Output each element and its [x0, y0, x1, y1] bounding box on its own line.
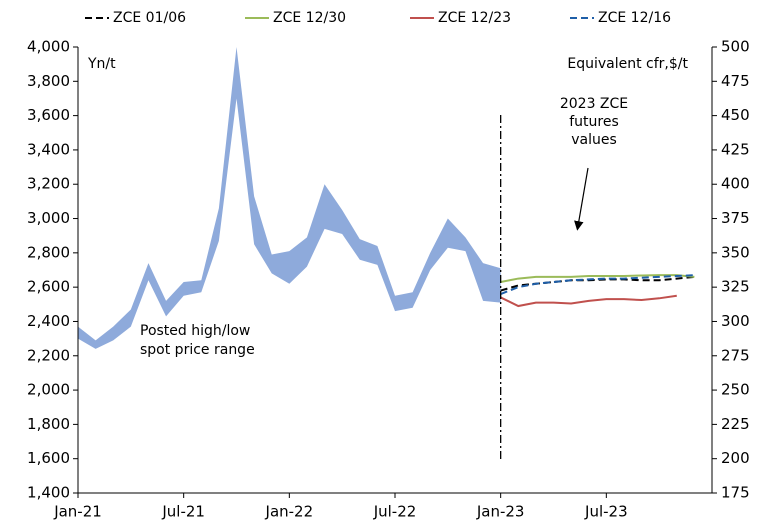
price-range-band	[78, 47, 501, 349]
y2-tick-label: 175	[721, 484, 750, 502]
y-tick-label: 2,000	[27, 381, 70, 399]
futures-line	[500, 274, 695, 295]
y2-tick-label: 350	[721, 243, 750, 261]
legend-label: ZCE 12/23	[438, 10, 511, 26]
legend-label: ZCE 12/16	[598, 10, 671, 26]
legend-item: ZCE 12/23	[410, 10, 511, 26]
y-tick-label: 4,000	[27, 38, 70, 56]
y-tick-label: 3,800	[27, 72, 70, 90]
x-tick-label: Jan-23	[476, 503, 525, 521]
futures-line	[500, 275, 695, 292]
y-tick-label: 3,400	[27, 140, 70, 158]
y-tick-label: 1,400	[27, 484, 70, 502]
y-tick-label: 2,200	[27, 346, 70, 364]
annotation: spot price range	[140, 342, 255, 358]
x-tick-label: Jan-22	[265, 503, 314, 521]
x-tick-label: Jul-22	[373, 503, 417, 521]
y-axis-title: Yn/t	[87, 56, 116, 72]
y-tick-label: 1,800	[27, 415, 70, 433]
annotation: values	[571, 132, 617, 148]
y2-tick-label: 300	[721, 312, 750, 330]
y2-tick-label: 500	[721, 38, 750, 56]
annotation: Posted high/low	[140, 323, 250, 339]
y-tick-label: 2,400	[27, 312, 70, 330]
futures-line	[500, 274, 695, 283]
y-tick-label: 2,600	[27, 278, 70, 296]
x-tick-label: Jan-21	[53, 503, 102, 521]
x-tick-label: Jul-21	[161, 503, 205, 521]
y2-axis-title: Equivalent cfr,$/t	[567, 56, 688, 72]
annotation-arrow	[574, 167, 589, 231]
y2-tick-label: 450	[721, 106, 750, 124]
y2-tick-label: 250	[721, 381, 750, 399]
y-tick-label: 3,200	[27, 175, 70, 193]
legend-item: ZCE 01/06	[85, 10, 186, 26]
y2-tick-label: 425	[721, 140, 750, 158]
x-tick-label: Jul-23	[584, 503, 628, 521]
y2-tick-label: 400	[721, 175, 750, 193]
y2-tick-label: 325	[721, 278, 750, 296]
legend-item: ZCE 12/30	[245, 10, 346, 26]
futures-line	[500, 294, 677, 308]
y2-tick-label: 275	[721, 346, 750, 364]
y-tick-label: 3,000	[27, 209, 70, 227]
y2-tick-label: 200	[721, 449, 750, 467]
legend-label: ZCE 12/30	[273, 10, 346, 26]
y-tick-label: 3,600	[27, 106, 70, 124]
annotation: 2023 ZCE	[560, 96, 628, 112]
legend-item: ZCE 12/16	[570, 10, 671, 26]
legend-label: ZCE 01/06	[113, 10, 186, 26]
plot-area	[78, 47, 695, 349]
y2-tick-label: 375	[721, 209, 750, 227]
y2-tick-label: 225	[721, 415, 750, 433]
y-tick-label: 1,600	[27, 449, 70, 467]
annotation: futures	[569, 114, 619, 130]
y-tick-label: 2,800	[27, 243, 70, 261]
y2-tick-label: 475	[721, 72, 750, 90]
